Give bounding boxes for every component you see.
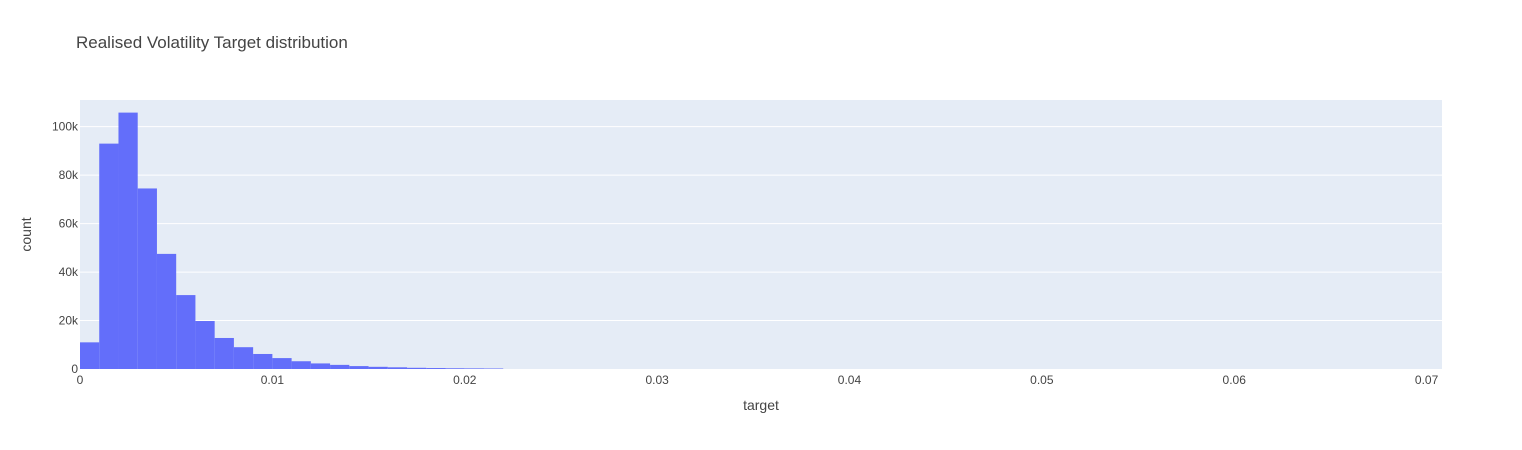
histogram-bar (291, 361, 311, 369)
y-tick-label: 100k (52, 120, 79, 134)
histogram-bar (349, 366, 369, 369)
histogram-bar (387, 367, 408, 369)
x-tick-label: 0.05 (1030, 373, 1054, 387)
histogram-bar (137, 188, 157, 369)
grid-lines (80, 126, 1442, 322)
x-tick-label: 0.01 (261, 373, 285, 387)
histogram-bar (445, 368, 465, 369)
plot-area (80, 100, 1442, 369)
x-tick-label: 0.04 (838, 373, 862, 387)
histogram-bar (176, 295, 196, 369)
histogram-bar (272, 358, 292, 369)
y-tick-label: 80k (59, 168, 79, 182)
y-axis-ticks: 0 20k 40k 60k 80k 100k (52, 120, 79, 376)
y-tick-label: 0 (71, 362, 78, 376)
x-tick-label: 0.02 (453, 373, 477, 387)
histogram-bar (464, 368, 484, 369)
histogram-bar (156, 253, 177, 369)
histogram-bar (99, 143, 119, 369)
x-axis-title: target (743, 397, 779, 413)
histogram-bar (407, 367, 427, 369)
x-axis-ticks: 0 0.01 0.02 0.03 0.04 0.05 0.06 0.07 (77, 373, 1439, 387)
histogram-bar (368, 366, 388, 369)
x-tick-label: 0.06 (1223, 373, 1247, 387)
x-tick-label: 0.03 (645, 373, 669, 387)
histogram-bar (80, 342, 100, 369)
histogram-bar (426, 368, 446, 369)
x-tick-label: 0 (77, 373, 84, 387)
histogram-bars (80, 112, 504, 369)
histogram-bar (118, 112, 138, 369)
histogram-bar (214, 337, 234, 369)
y-tick-label: 20k (59, 314, 79, 328)
y-tick-label: 60k (59, 217, 79, 231)
histogram-bar (195, 321, 215, 369)
histogram-bar (310, 363, 331, 369)
chart-title: Realised Volatility Target distribution (76, 33, 348, 52)
y-axis-title: count (18, 217, 34, 251)
x-tick-label: 0.07 (1415, 373, 1439, 387)
histogram-bar (253, 353, 273, 369)
histogram-bar (330, 364, 350, 369)
y-tick-label: 40k (59, 265, 79, 279)
histogram-bar (233, 347, 254, 369)
